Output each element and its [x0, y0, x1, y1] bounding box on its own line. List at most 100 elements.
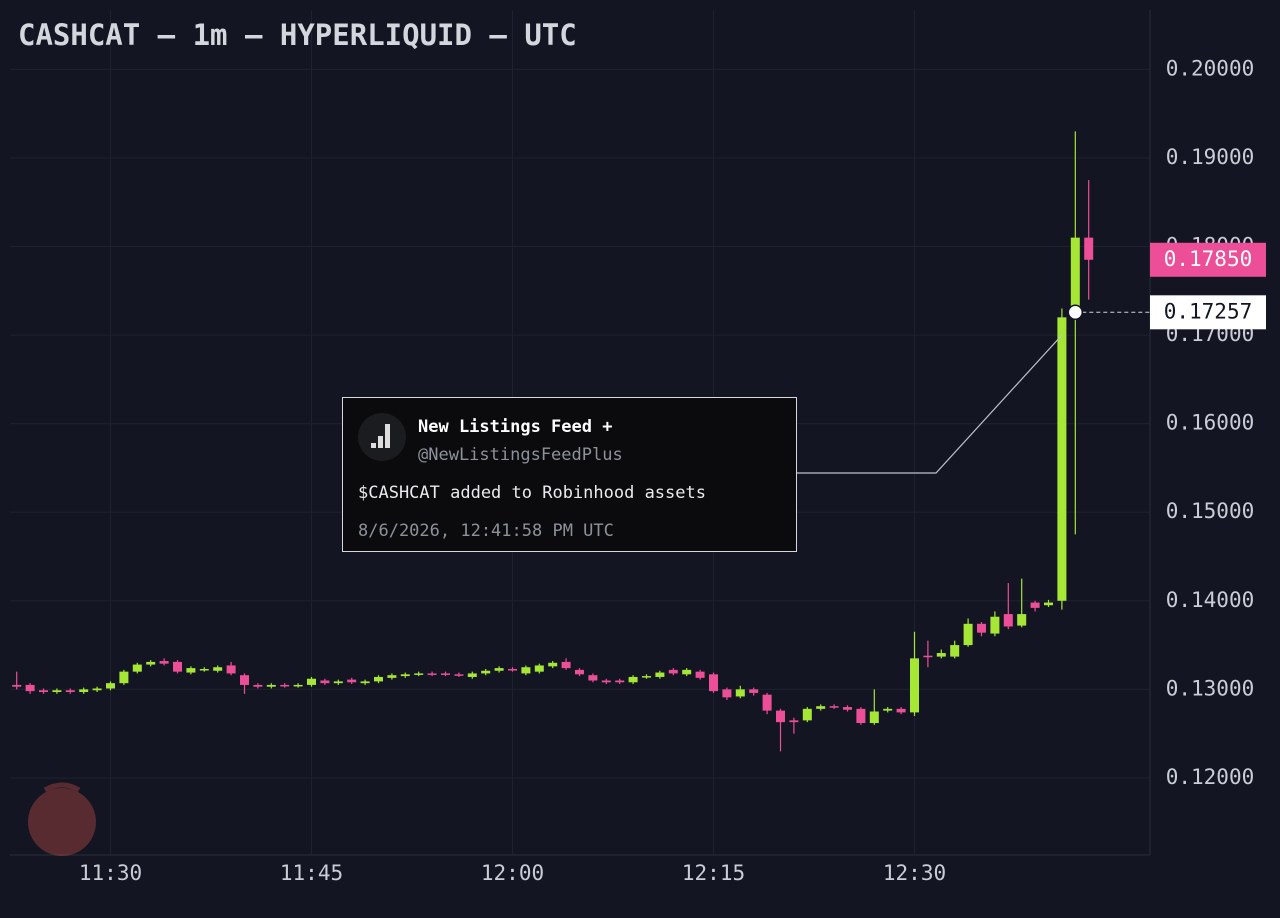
x-tick-label: 12:30 — [883, 861, 946, 885]
candle-body — [1057, 317, 1067, 601]
candle-body — [307, 678, 316, 685]
candle-body — [240, 675, 249, 685]
candle-body — [601, 680, 611, 683]
crosshair-label: 0.17257 — [1164, 299, 1253, 323]
y-tick-label: 0.20000 — [1166, 56, 1255, 80]
candle-body — [414, 673, 424, 675]
candle-body — [253, 684, 263, 687]
candle-body — [682, 669, 692, 675]
candles — [12, 131, 1150, 752]
avatar-icon — [378, 436, 383, 448]
candle-body — [39, 690, 48, 693]
candle-body — [132, 664, 142, 672]
x-tick-label: 11:30 — [79, 861, 142, 885]
candle-body — [990, 616, 1000, 634]
candle-body — [963, 623, 973, 646]
y-tick-label: 0.13000 — [1166, 676, 1255, 700]
candle-body — [360, 681, 370, 684]
candle-body — [615, 680, 625, 683]
candle-body — [856, 708, 866, 724]
candle-body — [320, 680, 330, 684]
candle-body — [709, 674, 718, 692]
annotation: New Listings Feed + @NewListingsFeedPlus… — [342, 397, 797, 552]
candle-body — [12, 684, 22, 687]
last-price-label: 0.17850 — [1164, 247, 1253, 271]
candle-body — [749, 689, 759, 693]
candle-body — [1017, 614, 1027, 626]
candle-body — [910, 658, 919, 713]
candle-body — [977, 623, 986, 633]
candle-body — [173, 661, 182, 672]
logo-shape — [28, 788, 96, 856]
candle-body — [1070, 237, 1080, 313]
x-tick-label: 12:00 — [481, 861, 544, 885]
candle-body — [575, 669, 584, 675]
candle-body — [293, 684, 303, 687]
annotation-timestamp: 8/6/2026, 12:41:58 PM UTC — [358, 521, 614, 541]
candle-body — [642, 676, 651, 678]
candle-body — [735, 689, 745, 697]
candle-body — [1084, 237, 1094, 260]
candle-body — [25, 684, 35, 692]
candle-body — [655, 672, 665, 677]
candle-body — [776, 710, 785, 723]
candle-body — [374, 676, 383, 682]
y-tick-label: 0.19000 — [1166, 145, 1255, 169]
candle-body — [213, 667, 223, 671]
candle-body — [280, 684, 290, 687]
avatar-icon — [385, 424, 390, 448]
chart-title: CASHCAT — 1m — HYPERLIQUID — UTC — [18, 18, 577, 52]
annotation-box — [342, 397, 797, 552]
candle-body — [869, 711, 879, 724]
candle-body — [816, 706, 826, 709]
candle-body — [52, 690, 62, 693]
candle-body — [1044, 602, 1053, 606]
candle-body — [668, 669, 678, 674]
candle-body — [119, 671, 129, 684]
avatar-icon — [371, 443, 376, 448]
crosshair-tag — [1150, 295, 1266, 330]
watermark-logo — [28, 782, 96, 856]
candle-body — [427, 673, 437, 675]
candle-body — [521, 667, 531, 674]
candle-body — [441, 673, 450, 675]
candle-body — [722, 689, 732, 698]
candle-body — [400, 674, 410, 677]
candle-body — [762, 694, 772, 711]
candle-body — [534, 665, 544, 672]
candle-body — [829, 706, 839, 708]
candle-body — [146, 661, 156, 665]
candle-body — [467, 673, 477, 677]
candle-body — [266, 684, 276, 687]
candle-body — [789, 720, 799, 723]
candle-body — [843, 707, 852, 710]
candle-body — [883, 708, 893, 711]
candle-body — [106, 683, 115, 689]
candle-body — [1030, 602, 1040, 608]
candle-body — [695, 671, 705, 678]
candle-body — [186, 668, 196, 673]
last-price-tag — [1150, 242, 1266, 277]
candle-body — [508, 668, 517, 671]
candle-body — [896, 708, 906, 713]
candle-body — [936, 653, 946, 657]
candle-body — [588, 675, 598, 681]
candle-body — [199, 668, 209, 671]
axis-labels: 0.120000.130000.140000.150000.160000.170… — [79, 56, 1266, 885]
x-tick-label: 11:45 — [280, 861, 343, 885]
y-tick-label: 0.15000 — [1166, 499, 1255, 523]
candle-body — [92, 688, 102, 691]
x-tick-label: 12:15 — [682, 861, 745, 885]
candle-body — [79, 689, 89, 693]
annotation-author: New Listings Feed + — [418, 417, 612, 437]
annotation-text: $CASHCAT added to Robinhood assets — [358, 483, 706, 503]
candle-body — [347, 679, 357, 683]
candle-body — [548, 662, 558, 667]
crosshair-dot — [1067, 304, 1084, 321]
annotation-handle: @NewListingsFeedPlus — [418, 445, 623, 465]
annotation-connector — [796, 334, 1063, 474]
candle-body — [481, 670, 491, 674]
candle-body — [454, 674, 464, 676]
